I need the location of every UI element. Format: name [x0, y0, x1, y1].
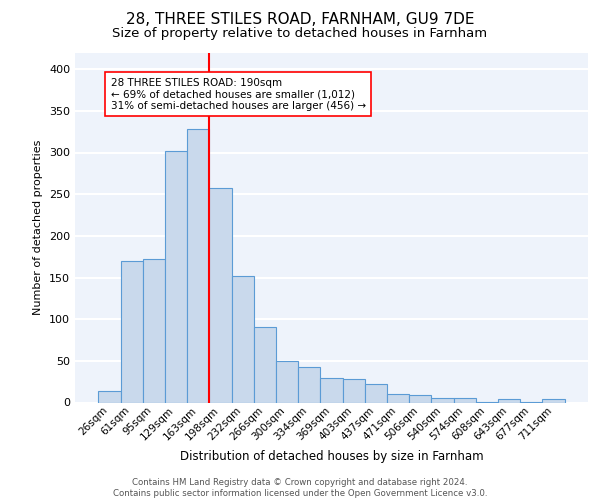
Bar: [254, 326, 276, 402]
Bar: [320, 378, 343, 402]
Bar: [121, 261, 143, 402]
Bar: [542, 399, 565, 402]
Text: 28 THREE STILES ROAD: 190sqm
← 69% of detached houses are smaller (1,012)
31% of: 28 THREE STILES ROAD: 190sqm ← 69% of de…: [110, 78, 365, 110]
Text: Contains HM Land Registry data © Crown copyright and database right 2024.
Contai: Contains HM Land Registry data © Crown c…: [113, 478, 487, 498]
Bar: [143, 259, 165, 402]
Bar: [343, 379, 365, 402]
Bar: [187, 129, 209, 402]
Bar: [98, 391, 121, 402]
Bar: [409, 395, 431, 402]
Bar: [387, 394, 409, 402]
Bar: [365, 384, 387, 402]
Bar: [209, 188, 232, 402]
Bar: [498, 399, 520, 402]
Bar: [298, 366, 320, 402]
Y-axis label: Number of detached properties: Number of detached properties: [34, 140, 43, 315]
Text: Size of property relative to detached houses in Farnham: Size of property relative to detached ho…: [112, 28, 488, 40]
Bar: [454, 398, 476, 402]
Bar: [165, 151, 187, 403]
Bar: [232, 276, 254, 402]
Bar: [276, 361, 298, 403]
Bar: [431, 398, 454, 402]
X-axis label: Distribution of detached houses by size in Farnham: Distribution of detached houses by size …: [179, 450, 484, 464]
Text: 28, THREE STILES ROAD, FARNHAM, GU9 7DE: 28, THREE STILES ROAD, FARNHAM, GU9 7DE: [126, 12, 474, 28]
